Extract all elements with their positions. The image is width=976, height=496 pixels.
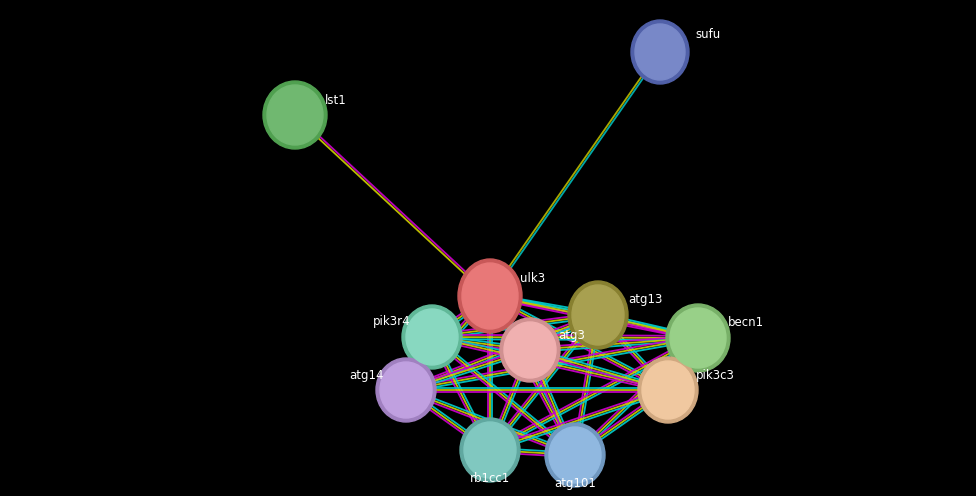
Text: rb1cc1: rb1cc1 [469, 472, 510, 485]
Ellipse shape [572, 285, 624, 345]
Ellipse shape [670, 308, 726, 368]
Ellipse shape [464, 422, 516, 478]
Ellipse shape [406, 309, 458, 365]
Ellipse shape [545, 423, 605, 487]
Ellipse shape [263, 81, 327, 149]
Text: becn1: becn1 [728, 315, 764, 328]
Ellipse shape [642, 361, 694, 419]
Text: ulk3: ulk3 [520, 271, 546, 285]
Text: sufu: sufu [695, 28, 720, 42]
Ellipse shape [462, 263, 518, 329]
Ellipse shape [504, 322, 556, 378]
Text: atg14: atg14 [349, 370, 384, 382]
Ellipse shape [458, 259, 522, 333]
Ellipse shape [635, 24, 685, 80]
Ellipse shape [549, 427, 601, 483]
Ellipse shape [638, 357, 698, 423]
Text: atg101: atg101 [554, 477, 596, 490]
Ellipse shape [460, 418, 520, 482]
Text: pik3c3: pik3c3 [696, 369, 735, 381]
Ellipse shape [666, 304, 730, 372]
Ellipse shape [267, 85, 323, 145]
Ellipse shape [568, 281, 628, 349]
Ellipse shape [380, 362, 432, 418]
Text: lst1: lst1 [325, 94, 346, 107]
Ellipse shape [500, 318, 560, 382]
Text: atg3: atg3 [558, 329, 585, 343]
Text: pik3r4: pik3r4 [373, 315, 410, 328]
Ellipse shape [402, 305, 462, 369]
Text: atg13: atg13 [628, 294, 663, 307]
Ellipse shape [631, 20, 689, 84]
Ellipse shape [376, 358, 436, 422]
